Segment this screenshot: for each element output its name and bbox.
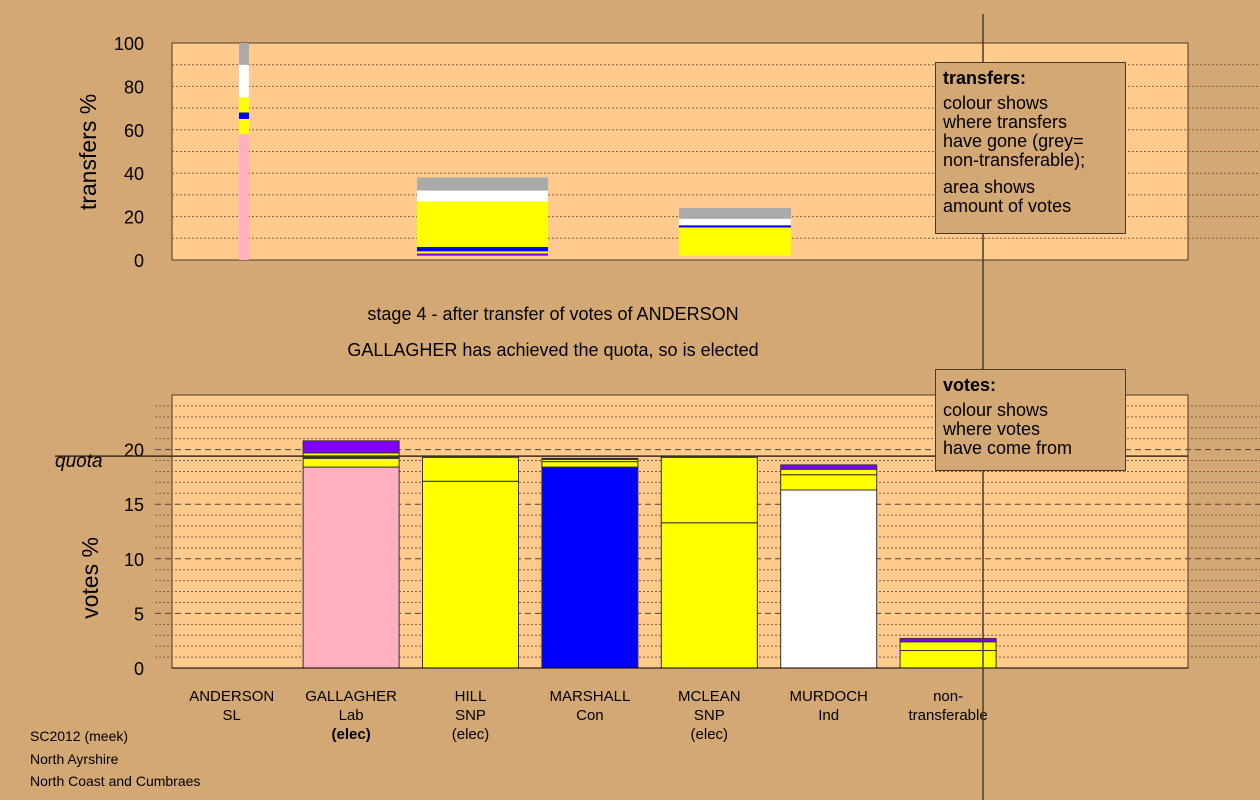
transfers-tick-label: 100 [114,34,144,54]
candidate-party-label: Lab [339,707,364,724]
transfer-segment-anderson [239,43,249,65]
candidate-party-label: SNP [455,707,486,724]
transfer-segment-mclean [679,227,791,256]
elected-caption: GALLAGHER has achieved the quota, so is … [347,340,759,360]
transfer-segment-anderson [239,97,249,113]
candidate-name-label: non- [933,688,963,705]
transfer-segment-mclean [679,207,791,219]
vote-segment-snp [780,474,878,491]
quota-label: quota [55,451,103,472]
vote-segment-snp [899,650,997,669]
candidate-name-label: HILL [455,688,487,705]
transfers-legend-line: where transfers [943,112,1068,132]
transfers-axis-label: transfers % [75,94,101,210]
votes-tick-label: 10 [124,550,144,570]
transfers-tick-label: 0 [134,251,144,271]
transfer-segment-anderson [239,134,249,260]
candidate-status-label: (elec) [332,726,371,743]
transfers-legend-line: non-transferable); [943,150,1086,170]
votes-axis-label: votes % [77,537,103,619]
candidate-party-label: transferable [908,707,987,724]
transfer-segment-gallagher [417,190,548,202]
vote-segment-con [541,466,639,669]
candidate-name-label: ANDERSON [189,688,274,705]
vote-segment-snp [422,456,519,482]
transfer-segment-anderson [239,118,249,135]
transfer-segment-gallagher [417,251,548,254]
votes-legend-title: votes: [943,375,997,395]
vote-segment-snp [660,456,758,524]
transfer-segment-gallagher [417,201,548,247]
votes-legend-line: colour shows [943,400,1049,420]
transfers-legend-line: amount of votes [943,196,1072,216]
votes-tick-label: 0 [134,659,144,679]
footer-council: North Ayrshire [30,751,119,767]
candidate-name-label: MCLEAN [678,688,741,705]
footer-election: SC2012 (meek) [30,728,129,744]
candidate-party-label: SNP [694,707,725,724]
vote-segment-sl [780,464,878,470]
transfer-segment-mclean [679,218,791,226]
transfer-segment-gallagher [417,253,548,256]
vote-segment-sl [541,457,639,460]
vote-segment-lab [302,466,400,669]
candidate-name-label: GALLAGHER [305,688,397,705]
transfers-tick-label: 60 [124,121,144,141]
footer-ward: North Coast and Cumbraes [30,773,201,789]
stage-caption: stage 4 - after transfer of votes of AND… [367,304,739,324]
votes-tick-label: 5 [134,604,144,624]
votes-legend-line: where votes [943,419,1041,439]
vote-segment-snp [660,522,758,669]
candidate-name-label: MURDOCH [790,688,868,705]
votes-legend-line: have come from [943,438,1073,458]
vote-segment-sl [899,638,997,643]
transfers-legend-line: colour shows [943,93,1049,113]
transfers-legend-title: transfers: [943,68,1027,88]
vote-segment-snp [899,641,997,652]
candidate-party-label: Con [576,707,604,724]
vote-segment-sl [302,440,400,454]
transfer-segment-mclean [679,225,791,228]
transfer-segment-anderson [239,112,249,119]
candidate-name-label: MARSHALL [549,688,630,705]
candidate-party-label: SL [223,707,241,724]
transfer-segment-gallagher [417,246,548,252]
vote-segment-ind [780,489,878,669]
votes-tick-label: 20 [124,441,144,461]
candidate-status-label: (elec) [452,726,490,743]
votes-legend: votes: colour shows where votes have com… [935,369,1126,471]
transfer-segment-anderson [239,64,249,98]
transfers-legend: transfers: colour shows where transfers … [935,62,1126,234]
vote-segment-snp [422,480,519,669]
vote-segment-snp [302,457,400,468]
candidate-party-label: Ind [818,707,839,724]
vote-segment-snp [541,461,639,468]
transfers-tick-label: 40 [124,164,144,184]
votes-tick-label: 15 [124,495,144,515]
transfers-legend-line: have gone (grey= [943,131,1084,151]
candidate-status-label: (elec) [691,726,729,743]
transfers-tick-label: 80 [124,77,144,97]
transfers-tick-label: 20 [124,208,144,228]
transfers-legend-line: area shows [943,177,1036,197]
vote-segment-snp [780,468,878,476]
transfer-segment-gallagher [417,177,548,191]
